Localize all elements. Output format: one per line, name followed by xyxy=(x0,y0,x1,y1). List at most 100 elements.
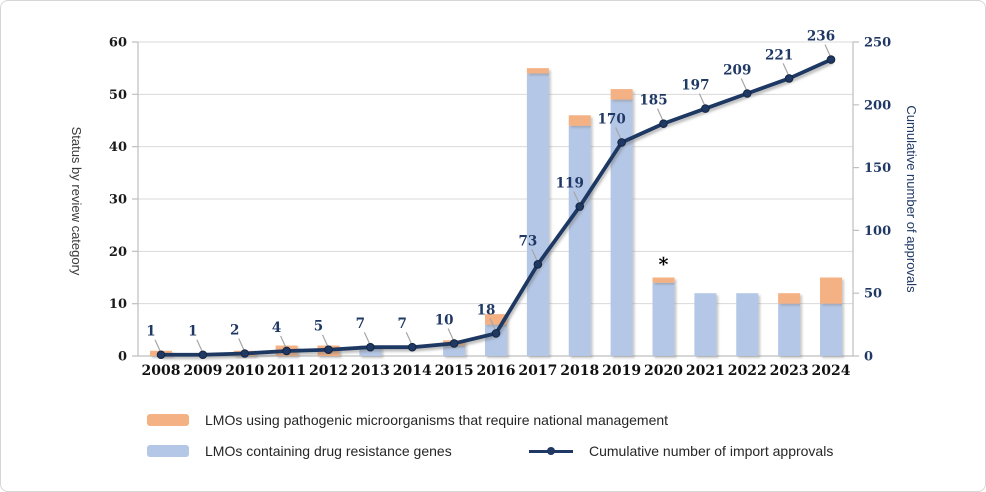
x-label-2010: 2010 xyxy=(225,363,264,379)
x-label-2020: 2020 xyxy=(644,363,683,379)
line-point-2011 xyxy=(282,346,291,356)
bar-2018-orange xyxy=(568,115,591,126)
legend-swatch-blue xyxy=(147,445,189,457)
data-label-5: 5 xyxy=(314,319,323,335)
line-point-2016 xyxy=(491,329,501,338)
bar-2019-blue xyxy=(610,99,633,357)
x-label-2015: 2015 xyxy=(435,363,474,379)
left-axis-tick-label: 0 xyxy=(118,350,127,365)
legend-label: Cumulative number of import approvals xyxy=(589,443,834,459)
line-point-2020 xyxy=(659,119,668,128)
data-label-221: 221 xyxy=(765,47,793,63)
bar-2024-orange xyxy=(820,277,842,304)
bar-2020-orange xyxy=(652,277,675,283)
label-leader-line xyxy=(447,328,454,340)
data-label-1: 1 xyxy=(188,324,197,340)
data-label-185: 185 xyxy=(639,93,667,109)
x-label-2013: 2013 xyxy=(351,363,390,379)
line-point-2012 xyxy=(324,345,333,355)
line-point-2013 xyxy=(366,342,375,352)
label-leader-line xyxy=(698,93,705,105)
right-axis-tick-label: 0 xyxy=(864,350,873,365)
bar-2017-orange xyxy=(526,68,549,74)
label-leader-line xyxy=(363,331,370,344)
x-label-2014: 2014 xyxy=(393,363,432,379)
data-label-170: 170 xyxy=(598,111,626,127)
x-label-2009: 2009 xyxy=(183,363,222,379)
label-leader-line xyxy=(405,331,412,344)
left-axis-tick-label: 10 xyxy=(109,297,127,312)
line-point-2021 xyxy=(701,104,710,113)
right-axis-title: Cumulative number of approvals xyxy=(904,105,919,293)
line-point-2010 xyxy=(240,349,250,358)
left-axis-tick-label: 50 xyxy=(109,88,127,103)
data-label-7: 7 xyxy=(398,316,407,332)
x-label-2018: 2018 xyxy=(560,363,599,379)
data-label-1: 1 xyxy=(146,324,155,340)
left-axis-title: Status by review category xyxy=(69,127,84,276)
x-label-2012: 2012 xyxy=(309,363,348,379)
left-axis-tick-label: 20 xyxy=(109,245,127,260)
label-leader-line xyxy=(238,338,245,350)
legend-line-marker-icon xyxy=(529,446,573,456)
line-point-2023 xyxy=(784,74,794,83)
label-leader-line xyxy=(196,339,203,351)
line-point-2017 xyxy=(533,260,543,269)
left-axis-tick-label: 60 xyxy=(109,36,127,51)
data-label-197: 197 xyxy=(681,78,709,94)
x-label-2011: 2011 xyxy=(267,363,306,379)
right-axis-tick-label: 50 xyxy=(864,287,882,302)
label-leader-line xyxy=(824,44,831,56)
legend-item-drug-resistance-lmos: LMOs containing drug resistance genes xyxy=(147,442,452,460)
x-label-2016: 2016 xyxy=(477,363,516,379)
bar-2021-blue xyxy=(694,293,717,356)
x-label-2017: 2017 xyxy=(518,363,557,379)
bar-2017-blue xyxy=(526,73,549,357)
line-point-2024 xyxy=(826,55,836,64)
x-label-2019: 2019 xyxy=(602,363,641,379)
x-label-2023: 2023 xyxy=(770,363,809,379)
line-point-2019 xyxy=(617,138,626,147)
bar-2022-blue xyxy=(736,293,759,356)
right-axis-tick-label: 200 xyxy=(864,98,891,113)
label-leader-line xyxy=(656,108,664,120)
legend-label: LMOs containing drug resistance genes xyxy=(205,443,452,459)
right-axis-tick-label: 250 xyxy=(864,36,891,51)
line-point-2015 xyxy=(449,339,459,348)
line-point-2008 xyxy=(156,350,166,360)
label-leader-line xyxy=(782,63,789,75)
line-point-2009 xyxy=(198,350,208,360)
data-label-2: 2 xyxy=(230,322,239,338)
combo-chart: 0 10 20 30 40 50 60 0 50 100 150 200 250 * 1 1 2 4 5 7 7 10 18… xyxy=(69,29,919,379)
label-leader-line xyxy=(154,339,161,351)
label-leader-line xyxy=(531,249,538,261)
data-label-73: 73 xyxy=(518,233,537,249)
data-label-209: 209 xyxy=(723,62,751,78)
bar-2019-orange xyxy=(610,89,633,100)
legend-item-cumulative-approvals: Cumulative number of import approvals xyxy=(529,442,833,460)
left-axis-tick-label: 40 xyxy=(109,140,127,155)
annotation-asterisk: * xyxy=(659,254,669,276)
bar-2024-blue xyxy=(820,303,842,356)
bar-2023-blue xyxy=(778,303,801,356)
x-label-2021: 2021 xyxy=(686,363,725,379)
bar-2023-orange xyxy=(778,293,801,304)
x-label-2024: 2024 xyxy=(812,363,851,379)
line-point-2018 xyxy=(575,202,585,211)
label-leader-line xyxy=(280,335,287,348)
label-leader-line xyxy=(615,127,622,139)
bar-2018-blue xyxy=(568,125,591,356)
label-leader-line xyxy=(489,318,496,330)
label-leader-line xyxy=(740,78,747,90)
line-point-2022 xyxy=(742,89,752,98)
legend-item-pathogenic-lmos: LMOs using pathogenic microorganisms tha… xyxy=(147,411,668,429)
data-label-18: 18 xyxy=(477,302,496,318)
label-leader-line xyxy=(321,334,329,346)
bar-2020-blue xyxy=(652,282,675,356)
data-label-119: 119 xyxy=(556,176,584,192)
bar-2015-blue xyxy=(443,345,466,356)
label-leader-line xyxy=(573,191,580,203)
x-label-2008: 2008 xyxy=(142,363,181,379)
legend-label: LMOs using pathogenic microorganisms tha… xyxy=(205,412,669,428)
